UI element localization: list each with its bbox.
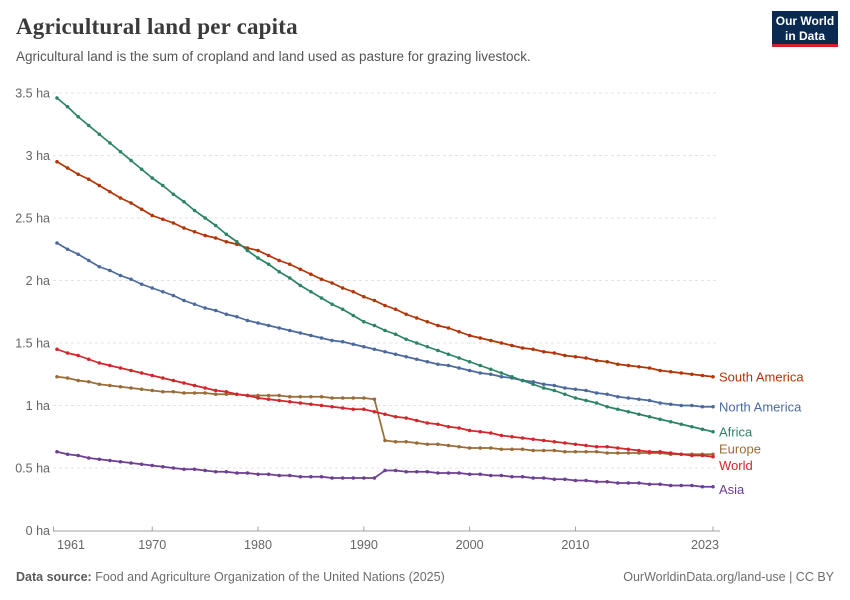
y-tick-label: 1.5 ha (15, 337, 50, 351)
y-tick-label: 0.5 ha (15, 462, 50, 476)
owid-logo-line1: Our World (775, 14, 835, 28)
y-tick-label: 1 ha (26, 399, 50, 413)
data-source-value: Food and Agriculture Organization of the… (95, 570, 445, 584)
y-tick-label: 3.5 ha (15, 87, 50, 101)
series-markers-africa (55, 96, 715, 434)
series-label-world[interactable]: World (719, 458, 753, 473)
y-tick-label: 0 ha (26, 524, 50, 538)
series-line-africa (56, 97, 714, 433)
data-source: Data source: Food and Agriculture Organi… (16, 570, 445, 584)
x-tick-label: 2010 (561, 538, 589, 552)
series-markers-north-america (55, 241, 715, 409)
x-tick-label: 2000 (456, 538, 484, 552)
footer-credit[interactable]: OurWorldinData.org/land-use | CC BY (623, 570, 834, 584)
series-label-north-america[interactable]: North America (719, 399, 802, 414)
series-label-asia[interactable]: Asia (719, 482, 745, 497)
series-markers-south-america (55, 159, 715, 379)
series-label-europe[interactable]: Europe (719, 441, 761, 456)
series-label-south-america[interactable]: South America (719, 369, 804, 384)
y-tick-label: 2.5 ha (15, 212, 50, 226)
x-tick-label: 1970 (138, 538, 166, 552)
y-tick-label: 2 ha (26, 274, 50, 288)
series-markers-asia (55, 449, 715, 489)
x-tick-label: 1980 (244, 538, 272, 552)
chart-footer: Data source: Food and Agriculture Organi… (16, 570, 834, 584)
page-title: Agricultural land per capita (16, 14, 298, 39)
series-line-south-america (56, 160, 714, 378)
series-markers-europe (55, 374, 715, 457)
series-label-africa[interactable]: Africa (719, 424, 753, 439)
series-line-north-america (56, 242, 714, 408)
x-tick-label: 1961 (57, 538, 85, 552)
y-tick-label: 3 ha (26, 149, 50, 163)
x-tick-label: 2023 (691, 538, 719, 552)
chart-subtitle: Agricultural land is the sum of cropland… (16, 49, 531, 64)
owid-logo-line2: in Data (784, 28, 825, 43)
series-markers-world (55, 347, 715, 459)
owid-logo[interactable]: Our World in Data (772, 11, 838, 47)
x-tick-label: 1990 (350, 538, 378, 552)
data-source-label: Data source: (16, 570, 92, 584)
